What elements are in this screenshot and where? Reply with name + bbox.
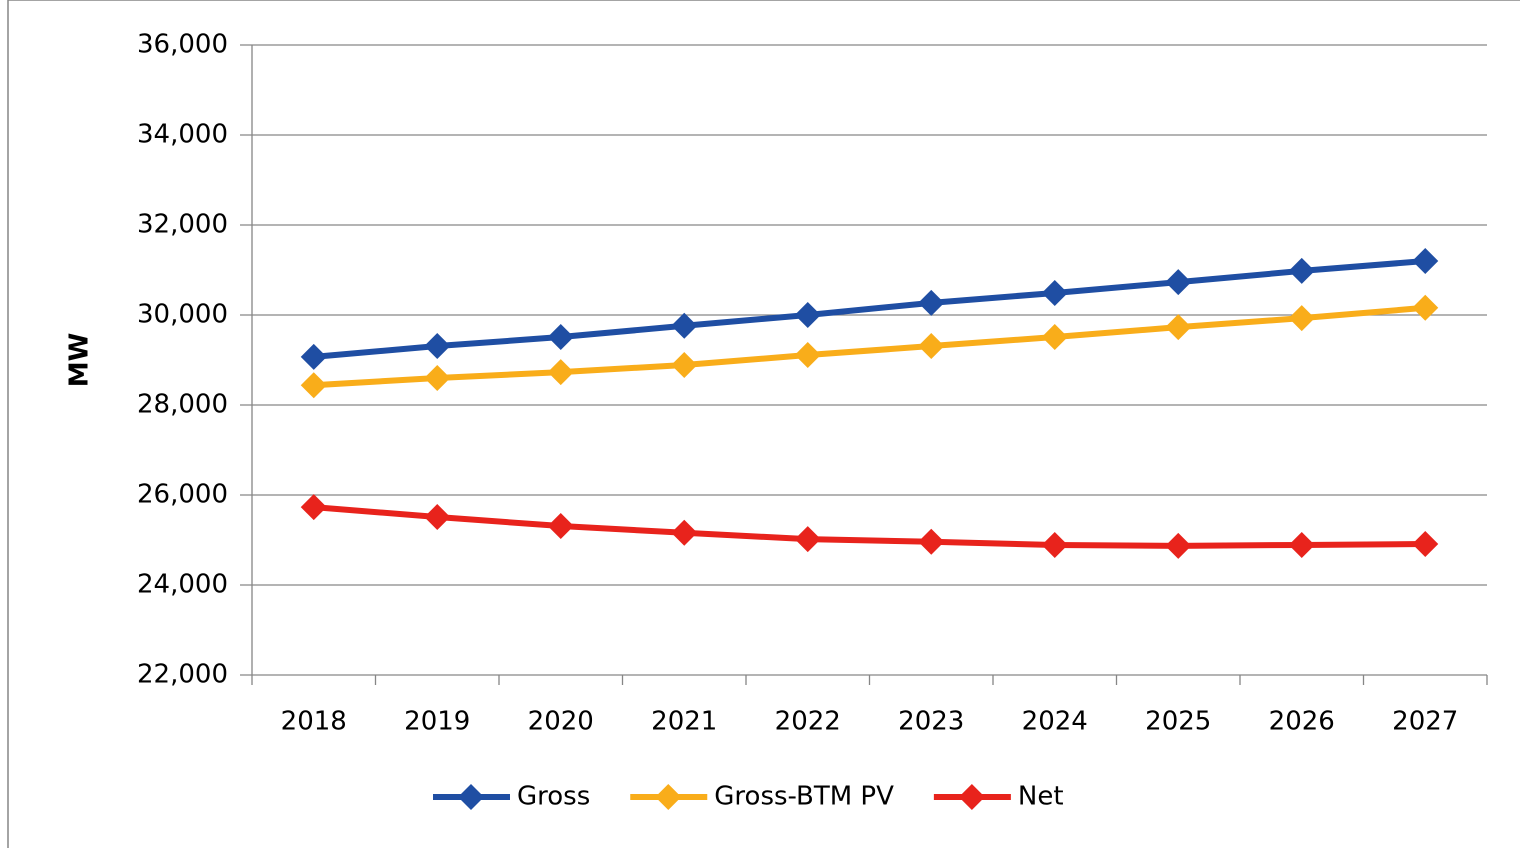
legend-label: Gross-BTM PV — [714, 782, 894, 812]
x-tick-label: 2026 — [1269, 707, 1335, 737]
marker — [1165, 269, 1192, 296]
y-tick-label: 28,000 — [137, 390, 228, 420]
x-tick-label: 2025 — [1145, 707, 1211, 737]
marker — [424, 333, 451, 360]
x-tick-label: 2018 — [281, 707, 347, 737]
marker — [547, 513, 574, 540]
marker — [424, 365, 451, 391]
marker — [671, 351, 698, 378]
marker — [1288, 531, 1315, 558]
marker — [918, 333, 945, 360]
marker — [300, 494, 327, 521]
marker — [1288, 305, 1315, 332]
y-tick-label: 32,000 — [137, 210, 228, 240]
x-tick-label: 2021 — [651, 707, 717, 737]
marker — [424, 504, 451, 531]
series-line — [313, 258, 1426, 360]
marker — [1288, 257, 1315, 284]
y-tick-label: 30,000 — [137, 300, 228, 330]
y-tick-label: 22,000 — [137, 660, 228, 690]
marker — [547, 324, 574, 351]
marker — [1412, 248, 1439, 274]
x-tick-label: 2020 — [528, 707, 594, 737]
legend-marker — [958, 784, 985, 810]
legend-label: Net — [1018, 782, 1064, 812]
y-tick-label: 36,000 — [137, 30, 228, 60]
legend-marker — [655, 784, 682, 810]
marker — [671, 519, 698, 546]
marker — [794, 302, 821, 328]
y-tick-label: 24,000 — [137, 570, 228, 600]
marker — [918, 528, 945, 555]
marker — [300, 343, 327, 370]
y-axis-label: MW — [65, 333, 95, 388]
marker — [1165, 314, 1192, 341]
x-tick-label: 2023 — [898, 707, 964, 737]
marker — [671, 312, 698, 339]
marker — [918, 289, 945, 316]
marker — [1412, 531, 1439, 558]
legend-label: Gross — [517, 782, 590, 812]
marker — [1041, 324, 1068, 351]
marker — [1412, 294, 1439, 321]
chart-border — [7, 0, 1520, 848]
x-tick-label: 2027 — [1392, 707, 1458, 737]
marker — [794, 342, 821, 369]
marker — [300, 372, 327, 399]
y-tick-label: 34,000 — [137, 120, 228, 150]
x-tick-label: 2024 — [1022, 707, 1088, 737]
series-line — [313, 504, 1426, 549]
marker — [1041, 279, 1068, 306]
legend-marker — [458, 784, 484, 810]
marker — [1041, 531, 1068, 558]
marker — [547, 359, 574, 386]
x-tick-label: 2019 — [404, 707, 470, 737]
marker — [794, 526, 821, 553]
x-tick-label: 2022 — [775, 707, 841, 737]
marker — [1165, 532, 1192, 559]
y-tick-label: 26,000 — [137, 480, 228, 510]
series-line — [313, 304, 1426, 389]
